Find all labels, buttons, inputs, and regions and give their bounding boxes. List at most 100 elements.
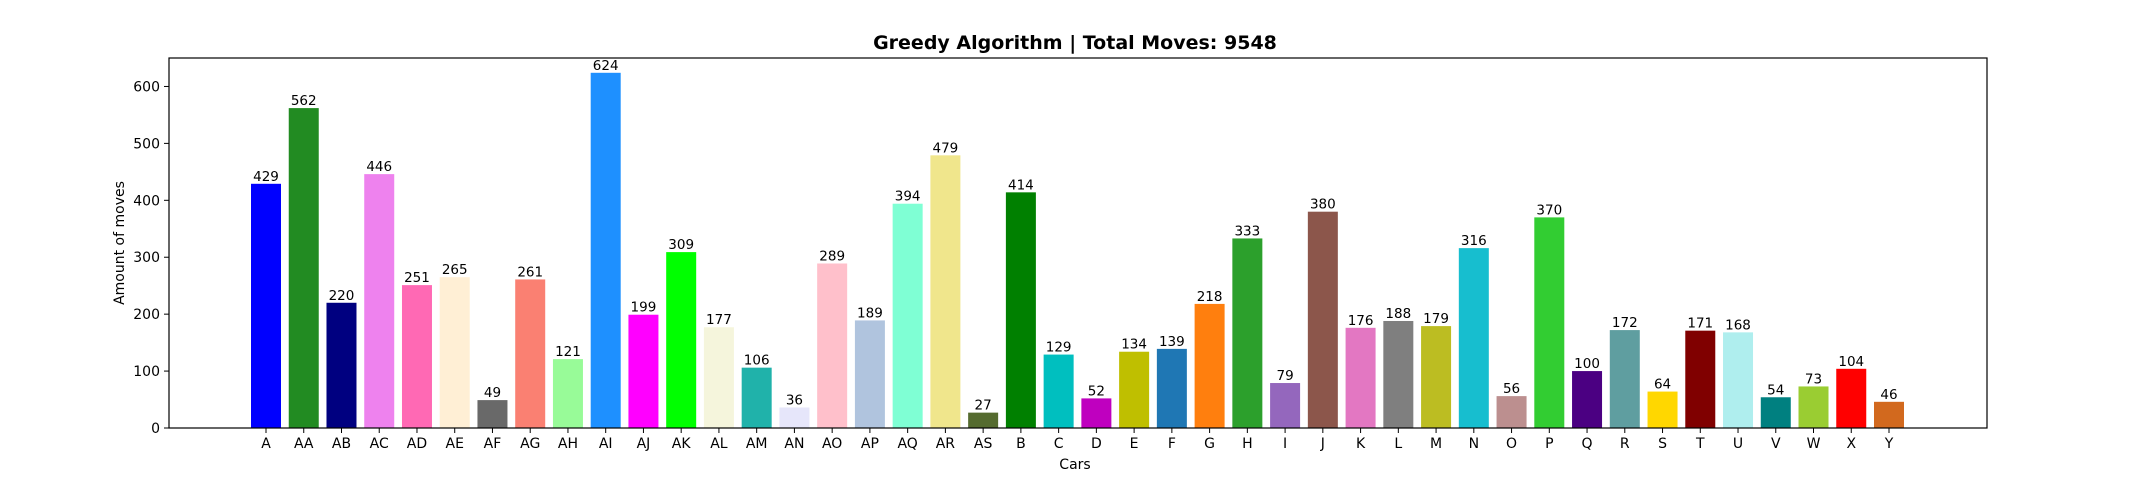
x-tick-label: U [1733, 436, 1743, 452]
data-label-ao: 289 [819, 248, 845, 264]
bar-ai [590, 72, 621, 429]
y-tick-label: 300 [133, 250, 160, 266]
x-tick-label: AB [332, 436, 351, 452]
bar-t [1685, 330, 1716, 428]
x-tick-label: AJ [637, 436, 651, 452]
chart-title: Greedy Algorithm | Total Moves: 9548 [873, 32, 1277, 54]
x-tick-label: L [1394, 436, 1402, 452]
bars-layer [251, 72, 1904, 429]
data-label-ah: 121 [555, 344, 581, 360]
x-tick-label: AS [974, 436, 993, 452]
x-tick-label: AI [599, 436, 613, 452]
x-axis-label: Cars [1059, 457, 1090, 473]
x-tick-label: AF [484, 436, 502, 452]
data-label-s: 64 [1654, 377, 1671, 393]
data-label-aa: 562 [291, 93, 317, 109]
bar-c [1043, 354, 1074, 428]
bar-ao [817, 263, 848, 428]
data-label-b: 414 [1008, 177, 1034, 193]
x-tick-label: R [1620, 436, 1630, 452]
bar-u [1723, 332, 1754, 428]
bar-g [1194, 303, 1225, 428]
bar-q [1572, 371, 1603, 428]
data-label-ag: 261 [517, 264, 543, 280]
bar-a [251, 183, 281, 428]
y-axis-label: Amount of moves [112, 181, 128, 305]
x-tick-label: AD [407, 436, 427, 452]
bar-l [1383, 320, 1414, 428]
bar-h [1232, 238, 1263, 428]
x-tick-label: AH [558, 436, 578, 452]
data-label-ak: 309 [668, 237, 694, 253]
data-label-n: 316 [1461, 233, 1487, 249]
bar-aq [892, 203, 923, 428]
x-tick-label: H [1242, 436, 1253, 452]
data-label-w: 73 [1805, 371, 1822, 387]
bar-af [477, 400, 508, 428]
x-tick-label: S [1658, 436, 1667, 452]
x-tick-label: AP [861, 436, 879, 452]
data-label-aq: 394 [895, 189, 921, 205]
bar-y [1874, 401, 1904, 428]
data-label-as: 27 [975, 398, 992, 414]
x-tick-label: AR [936, 436, 956, 452]
data-label-y: 46 [1880, 387, 1897, 403]
data-label-an: 36 [786, 393, 803, 409]
data-label-ar: 479 [933, 140, 959, 156]
x-tick-label: T [1695, 436, 1705, 452]
x-tick-label: F [1168, 436, 1176, 452]
plot-frame [168, 57, 1988, 429]
x-tick-label: Q [1582, 436, 1593, 452]
x-tick-label: AG [520, 436, 540, 452]
bar-aa [288, 108, 319, 428]
bar-x [1836, 368, 1867, 428]
data-label-o: 56 [1503, 381, 1520, 397]
bar-ae [439, 277, 470, 428]
data-label-al: 177 [706, 312, 732, 328]
bar-p [1534, 217, 1565, 428]
x-tick-label: AC [370, 436, 389, 452]
x-tick-label: AL [710, 436, 728, 452]
data-label-v: 54 [1767, 382, 1784, 398]
x-tick-label: M [1430, 436, 1442, 452]
x-tick-label: E [1130, 436, 1139, 452]
x-tick-label: B [1016, 436, 1026, 452]
data-label-t: 171 [1687, 316, 1713, 332]
bar-n [1458, 248, 1489, 428]
data-label-i: 79 [1276, 368, 1293, 384]
data-label-c: 129 [1046, 340, 1072, 356]
x-tick-label: J [1320, 436, 1325, 452]
y-tick-label: 100 [133, 364, 160, 380]
bar-ac [364, 174, 395, 428]
x-tick-label: AK [672, 436, 692, 452]
x-tick-label: AO [822, 436, 842, 452]
data-label-k: 176 [1348, 313, 1374, 329]
bar-as [968, 412, 999, 428]
x-tick-label: D [1091, 436, 1102, 452]
data-label-ae: 265 [442, 262, 468, 278]
x-tick-label: K [1356, 436, 1366, 452]
bar-f [1156, 348, 1187, 428]
x-tick-label: X [1846, 436, 1856, 452]
data-label-m: 179 [1423, 311, 1449, 327]
x-tick-label: AQ [897, 436, 917, 452]
y-tick-label: 400 [133, 193, 160, 209]
x-tick-label: O [1506, 436, 1517, 452]
data-labels-layer: 429 562 220 446 251 265 49 261 121 624 199 309 177 10… [253, 58, 1897, 414]
x-ticks-layer: A AA AB AC AD AE AF AG AH AI AJ AK AL AM AN AO AP AQ AR AS B… [261, 428, 1894, 452]
x-tick-label: N [1469, 436, 1479, 452]
bar-ar [930, 155, 961, 429]
x-tick-label: AM [746, 436, 768, 452]
bar-j [1307, 211, 1338, 428]
bar-ap [854, 320, 885, 428]
bar-v [1760, 397, 1791, 428]
x-tick-label: AE [446, 436, 464, 452]
data-label-e: 134 [1121, 337, 1147, 353]
data-label-af: 49 [484, 385, 501, 401]
bar-aj [628, 314, 659, 428]
bar-al [703, 327, 734, 428]
y-tick-label: 500 [133, 136, 160, 152]
x-tick-label: V [1771, 436, 1781, 452]
bar-ad [401, 285, 432, 428]
bar-w [1798, 386, 1829, 428]
